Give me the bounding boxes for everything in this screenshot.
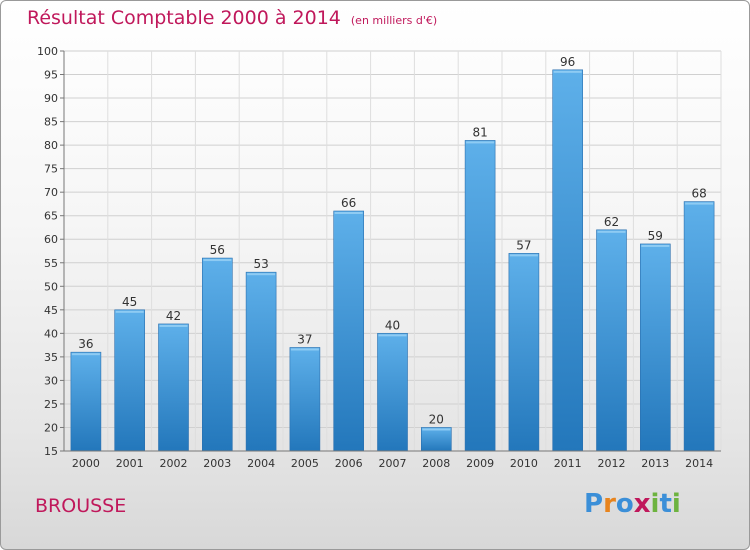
bar-2009 — [464, 140, 496, 452]
y-tick-label: 95 — [44, 69, 58, 82]
bar-2011 — [552, 69, 584, 452]
y-tick-label: 15 — [44, 445, 58, 458]
y-tick-label: 70 — [44, 186, 58, 199]
bar-value-label: 20 — [429, 412, 444, 426]
bar-highlight — [290, 348, 319, 351]
x-tick-label: 2000 — [72, 457, 100, 470]
y-tick-label: 20 — [44, 421, 58, 434]
chart-title-text: Résultat Comptable 2000 à 2014 — [27, 7, 341, 29]
y-tick-label: 80 — [44, 139, 58, 152]
y-tick-label: 25 — [44, 398, 58, 411]
y-tick-label: 65 — [44, 210, 58, 223]
bar-highlight — [378, 334, 407, 337]
logo-letter: t — [659, 489, 672, 519]
y-tick-label: 45 — [44, 304, 58, 317]
bar-2002 — [158, 323, 189, 452]
y-tick-label: 60 — [44, 233, 58, 246]
y-tick-label: 90 — [44, 92, 58, 105]
bar-highlight — [247, 273, 276, 276]
bar-highlight — [334, 212, 363, 214]
bar-value-label: 53 — [253, 257, 268, 271]
logo-letter: r — [603, 489, 616, 519]
x-tick-label: 2012 — [598, 457, 626, 470]
bar-chart: 36 45 42 56 53 37 66 40 20 81 57 96 62 59 68 15 20 25 30 3… — [37, 45, 722, 470]
chart-subtitle: (en milliers d'€) — [350, 14, 438, 27]
y-tick-label: 55 — [44, 257, 58, 270]
bar-highlight — [203, 259, 232, 262]
y-tick-label: 75 — [44, 163, 58, 176]
x-tick-label: 2009 — [466, 457, 494, 470]
x-tick-label: 2002 — [160, 457, 188, 470]
bar-highlight — [115, 310, 144, 313]
x-tick-label: 2004 — [247, 457, 275, 470]
bar-highlight — [422, 428, 451, 431]
bar-value-label: 37 — [297, 332, 312, 346]
bar-2005 — [289, 347, 321, 452]
x-tick-label: 2011 — [554, 457, 582, 470]
bar-highlight — [159, 324, 188, 327]
bar-2008 — [420, 427, 452, 452]
y-tick-label: 40 — [44, 327, 58, 340]
bar-2012 — [596, 229, 627, 452]
y-tick-label: 35 — [44, 351, 58, 364]
bar-2004 — [245, 271, 277, 452]
x-tick-label: 2008 — [422, 457, 450, 470]
bar-value-label: 66 — [341, 196, 356, 210]
chart-title: Résultat Comptable 2000 à 2014 (en millie… — [27, 7, 437, 29]
bar-highlight — [466, 141, 495, 144]
bar-highlight — [685, 202, 714, 205]
x-tick-label: 2010 — [510, 457, 538, 470]
x-tick-label: 2005 — [291, 457, 319, 470]
bar-value-label: 36 — [78, 337, 93, 351]
bar-2001 — [114, 309, 145, 452]
y-tick-label: 85 — [44, 116, 58, 129]
bar-value-label: 57 — [516, 238, 531, 252]
bar-value-label: 42 — [166, 309, 181, 323]
bar-value-label: 56 — [210, 243, 225, 257]
x-tick-label: 2003 — [203, 457, 231, 470]
bar-value-label: 68 — [691, 187, 706, 201]
bar-highlight — [641, 244, 670, 247]
y-tick-label: 50 — [44, 280, 58, 293]
x-tick-label: 2006 — [335, 457, 363, 470]
bar-value-label: 40 — [385, 318, 400, 332]
y-tick-label: 30 — [44, 374, 58, 387]
x-tick-label: 2001 — [116, 457, 144, 470]
x-tick-label: 2014 — [685, 457, 713, 470]
bar-value-label: 96 — [560, 55, 575, 69]
proxiti-logo: Proxiti — [584, 489, 681, 519]
logo-letter: i — [650, 489, 660, 519]
bar-2007 — [377, 333, 408, 452]
bar-2000 — [70, 351, 102, 452]
bar-2010 — [508, 253, 540, 452]
bar-value-label: 45 — [122, 295, 137, 309]
bar-2014 — [683, 201, 715, 452]
bar-2003 — [202, 257, 233, 452]
bar-highlight — [553, 70, 582, 73]
bar-value-label: 59 — [648, 229, 663, 243]
logo-letter: P — [584, 489, 604, 519]
bar-2013 — [639, 243, 671, 452]
logo-letter: o — [615, 489, 634, 519]
bar-highlight — [509, 254, 538, 257]
logo-letter: i — [671, 489, 681, 519]
commune-name: BROUSSE — [35, 495, 127, 517]
bar-highlight — [597, 230, 626, 233]
bar-highlight — [71, 353, 100, 356]
logo-letter: x — [633, 489, 651, 519]
bar-2006 — [333, 210, 365, 452]
x-tick-label: 2007 — [379, 457, 407, 470]
bar-value-label: 81 — [472, 125, 487, 139]
bar-value-label: 62 — [604, 215, 619, 229]
x-tick-label: 2013 — [641, 457, 669, 470]
y-tick-label: 100 — [37, 45, 58, 58]
